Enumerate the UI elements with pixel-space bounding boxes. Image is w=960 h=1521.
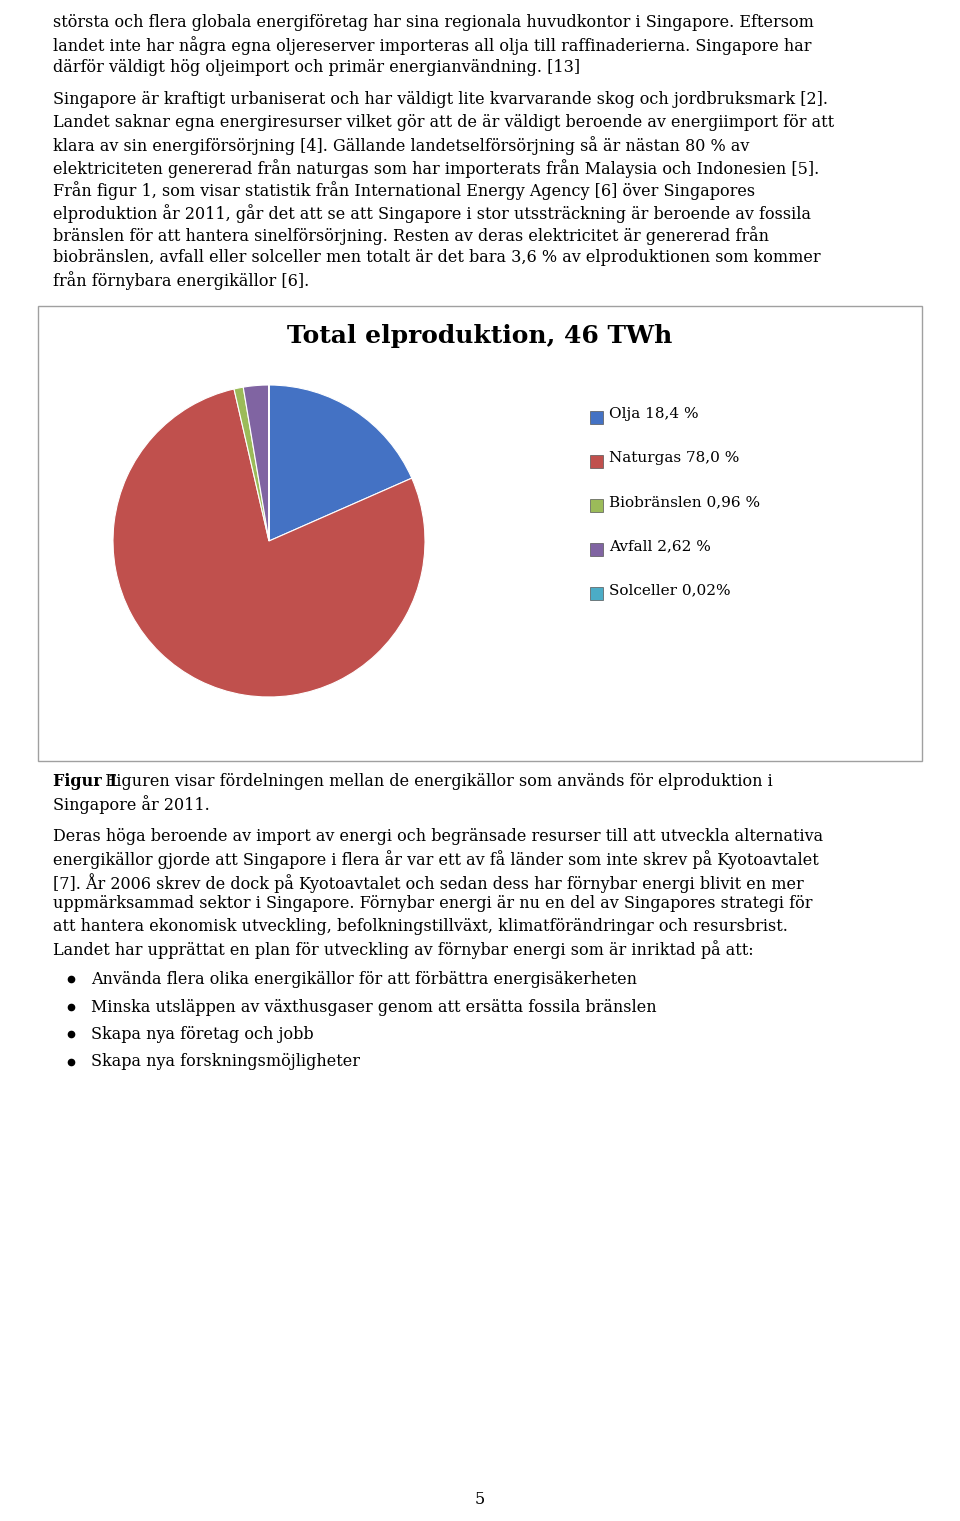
Wedge shape xyxy=(243,385,269,541)
Text: Deras höga beroende av import av energi och begränsade resurser till att utveckl: Deras höga beroende av import av energi … xyxy=(53,827,823,846)
Text: Naturgas 78,0 %: Naturgas 78,0 % xyxy=(610,452,740,465)
Bar xyxy=(590,411,604,424)
Text: elektriciteten genererad från naturgas som har importerats från Malaysia och Ind: elektriciteten genererad från naturgas s… xyxy=(53,160,819,178)
Text: klara av sin energiförsörjning [4]. Gällande landetselförsörjning så är nästan 8: klara av sin energiförsörjning [4]. Gäll… xyxy=(53,137,750,155)
Text: . Figuren visar fördelningen mellan de energikällor som används för elproduktion: . Figuren visar fördelningen mellan de e… xyxy=(95,773,773,789)
Text: Singapore år 2011.: Singapore år 2011. xyxy=(53,795,209,814)
Bar xyxy=(38,306,922,760)
Text: biobränslen, avfall eller solceller men totalt är det bara 3,6 % av elproduktion: biobränslen, avfall eller solceller men … xyxy=(53,249,821,266)
Text: landet inte har några egna oljereserver importeras all olja till raffinaderierna: landet inte har några egna oljereserver … xyxy=(53,37,811,55)
Text: Figur 1: Figur 1 xyxy=(53,773,119,789)
Text: Olja 18,4 %: Olja 18,4 % xyxy=(610,408,699,421)
Text: Singapore är kraftigt urbaniserat och har väldigt lite kvarvarande skog och jord: Singapore är kraftigt urbaniserat och ha… xyxy=(53,91,828,108)
Text: Avfall 2,62 %: Avfall 2,62 % xyxy=(610,538,711,554)
Text: att hantera ekonomisk utveckling, befolkningstillväxt, klimatförändringar och re: att hantera ekonomisk utveckling, befolk… xyxy=(53,919,788,935)
Text: Solceller 0,02%: Solceller 0,02% xyxy=(610,583,731,598)
Text: Skapa nya forskningsmöjligheter: Skapa nya forskningsmöjligheter xyxy=(91,1054,360,1071)
Text: Total elproduktion, 46 TWh: Total elproduktion, 46 TWh xyxy=(287,324,673,348)
Text: elproduktion år 2011, går det att se att Singapore i stor utssträckning är beroe: elproduktion år 2011, går det att se att… xyxy=(53,204,811,224)
Text: Landet saknar egna energiresurser vilket gör att de är väldigt beroende av energ: Landet saknar egna energiresurser vilket… xyxy=(53,114,834,131)
Wedge shape xyxy=(234,388,269,541)
Text: uppmärksammad sektor i Singapore. Förnybar energi är nu en del av Singapores str: uppmärksammad sektor i Singapore. Förnyb… xyxy=(53,896,812,913)
Bar xyxy=(590,543,604,557)
Text: energikällor gjorde att Singapore i flera år var ett av få länder som inte skrev: energikällor gjorde att Singapore i fler… xyxy=(53,850,819,870)
Text: Från figur 1, som visar statistik från International Energy Agency [6] över Sing: Från figur 1, som visar statistik från I… xyxy=(53,181,756,201)
Text: Landet har upprättat en plan för utveckling av förnybar energi som är inriktad p: Landet har upprättat en plan för utveckl… xyxy=(53,940,754,960)
Text: [7]. År 2006 skrev de dock på Kyotoavtalet och sedan dess har förnybar energi bl: [7]. År 2006 skrev de dock på Kyotoavtal… xyxy=(53,873,804,893)
Bar xyxy=(590,587,604,599)
Text: största och flera globala energiföretag har sina regionala huvudkontor i Singapo: största och flera globala energiföretag … xyxy=(53,14,814,30)
Text: från förnybara energikällor [6].: från förnybara energikällor [6]. xyxy=(53,272,309,291)
Text: 5: 5 xyxy=(475,1491,485,1507)
Bar xyxy=(590,455,604,468)
Wedge shape xyxy=(269,385,412,541)
Wedge shape xyxy=(113,389,425,697)
Text: Minska utsläppen av växthusgaser genom att ersätta fossila bränslen: Minska utsläppen av växthusgaser genom a… xyxy=(91,998,657,1016)
Text: Använda flera olika energikällor för att förbättra energisäkerheten: Använda flera olika energikällor för att… xyxy=(91,970,637,989)
Text: därför väldigt hög oljeimport och primär energianvändning. [13]: därför väldigt hög oljeimport och primär… xyxy=(53,59,580,76)
Text: Biobränslen 0,96 %: Biobränslen 0,96 % xyxy=(610,494,760,510)
Text: bränslen för att hantera sinelförsörjning. Resten av deras elektricitet är gener: bränslen för att hantera sinelförsörjnin… xyxy=(53,227,769,245)
Text: Skapa nya företag och jobb: Skapa nya företag och jobb xyxy=(91,1027,314,1043)
Bar xyxy=(590,499,604,513)
